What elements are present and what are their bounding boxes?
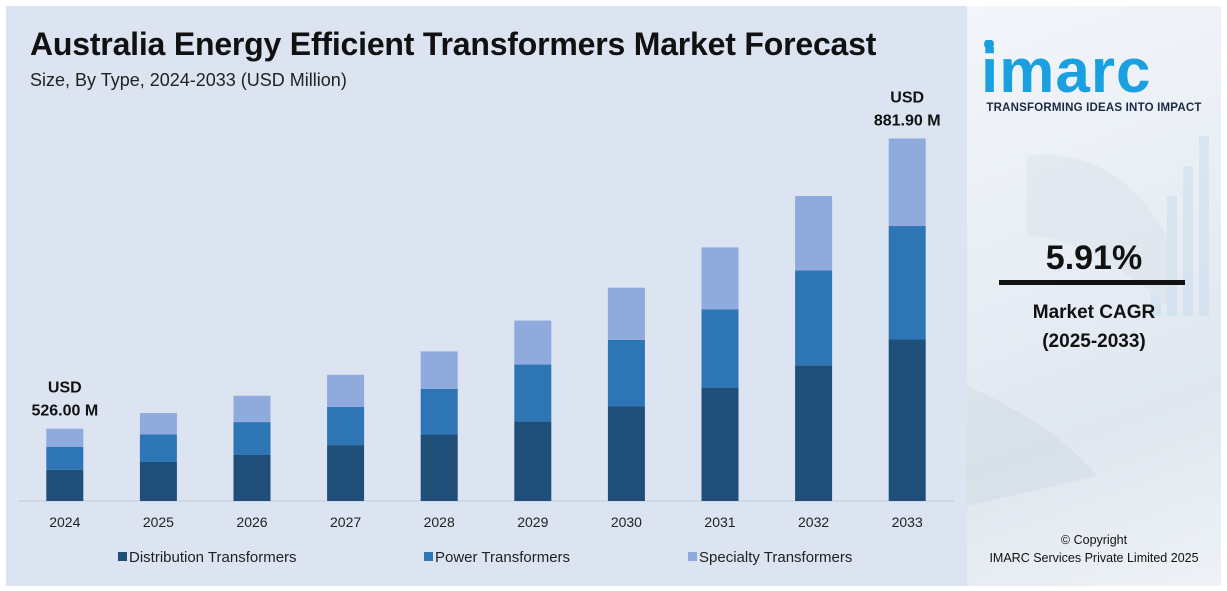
chart-title: Australia Energy Efficient Transformers …	[30, 26, 877, 62]
legend-swatch-distribution-transformers	[118, 552, 127, 561]
x-tick-label-2029: 2029	[517, 514, 548, 530]
bar-segment-specialty-transformers-2030	[607, 287, 645, 340]
bar-segment-specialty-transformers-2032	[795, 196, 833, 271]
logo-tagline: TRANSFORMING IDEAS INTO IMPACT	[986, 102, 1202, 114]
legend-swatch-specialty-transformers	[688, 552, 697, 561]
x-tick-label-2024: 2024	[49, 514, 80, 530]
legend-label-power-transformers: Power Transformers	[435, 549, 570, 566]
bar-segment-specialty-transformers-2033	[888, 138, 926, 227]
bar-segment-specialty-transformers-2029	[514, 320, 552, 365]
copyright-text: © Copyright	[1060, 533, 1128, 547]
cagr-label: Market CAGR	[1032, 302, 1156, 323]
side-panel: imarc TRANSFORMING IDEAS INTO IMPACT 5.9…	[967, 6, 1221, 586]
cagr-value: 5.91%	[1045, 239, 1143, 277]
bar-segment-distribution-transformers-2026	[233, 454, 271, 501]
bar-segment-distribution-transformers-2032	[795, 365, 833, 501]
bar-segment-power-transformers-2028	[420, 388, 458, 435]
bar-segment-specialty-transformers-2025	[139, 413, 177, 435]
bar-segment-power-transformers-2026	[233, 422, 271, 455]
bar-segment-distribution-transformers-2033	[888, 339, 926, 501]
bar-segment-distribution-transformers-2029	[514, 421, 552, 501]
chart-subtitle: Size, By Type, 2024-2033 (USD Million)	[30, 70, 347, 90]
imarc-logo: imarc	[981, 40, 1151, 100]
bar-segment-specialty-transformers-2026	[233, 395, 271, 423]
x-tick-label-2031: 2031	[704, 514, 735, 530]
annotation-2033-line1: USD	[890, 89, 924, 106]
bar-segment-power-transformers-2025	[139, 434, 177, 462]
annotation-2033-line2: 881.90 M	[874, 112, 941, 129]
bar-segment-specialty-transformers-2031	[701, 247, 739, 310]
x-tick-label-2028: 2028	[424, 514, 455, 530]
legend-label-distribution-transformers: Distribution Transformers	[129, 549, 297, 566]
bar-segment-specialty-transformers-2024	[46, 428, 84, 447]
x-tick-label-2032: 2032	[798, 514, 829, 530]
bar-segment-distribution-transformers-2030	[607, 406, 645, 501]
x-tick-label-2030: 2030	[611, 514, 642, 530]
chart-panel: Australia Energy Efficient Transformers …	[6, 6, 967, 586]
x-tick-label-2027: 2027	[330, 514, 361, 530]
annotation-2024-line2: 526.00 M	[31, 403, 98, 420]
stacked-bar-chart: 2024 2025 2026 2027 2028 2029 2030 2031 2032 2033…	[18, 89, 954, 566]
bar-segment-distribution-transformers-2027	[327, 445, 365, 501]
cagr-period: (2025-2033)	[1042, 331, 1146, 352]
bar-segment-power-transformers-2024	[46, 446, 84, 470]
x-tick-label-2026: 2026	[236, 514, 267, 530]
bar-segment-power-transformers-2031	[701, 309, 739, 388]
bar-segment-power-transformers-2030	[607, 339, 645, 407]
bar-segment-distribution-transformers-2024	[46, 469, 84, 501]
legend-swatch-power-transformers	[424, 552, 433, 561]
bar-segment-distribution-transformers-2031	[701, 387, 739, 501]
bar-segment-power-transformers-2033	[888, 226, 926, 340]
svg-text:imarc: imarc	[981, 40, 1151, 100]
company-name: IMARC Services Private Limited 2025	[989, 551, 1199, 565]
annotation-2024-line1: USD	[48, 380, 82, 397]
bar-segment-power-transformers-2032	[795, 270, 833, 366]
x-tick-label-2025: 2025	[143, 514, 174, 530]
legend-label-specialty-transformers: Specialty Transformers	[699, 549, 852, 566]
x-tick-label-2033: 2033	[892, 514, 923, 530]
bar-segment-distribution-transformers-2025	[139, 461, 177, 501]
cagr-divider	[999, 280, 1185, 285]
bar-segment-specialty-transformers-2027	[327, 374, 365, 407]
bar-segment-specialty-transformers-2028	[420, 351, 458, 389]
bar-segment-power-transformers-2027	[327, 406, 365, 446]
bar-segment-power-transformers-2029	[514, 364, 552, 422]
bar-segment-distribution-transformers-2028	[420, 434, 458, 501]
background-decoration	[967, 136, 1209, 506]
